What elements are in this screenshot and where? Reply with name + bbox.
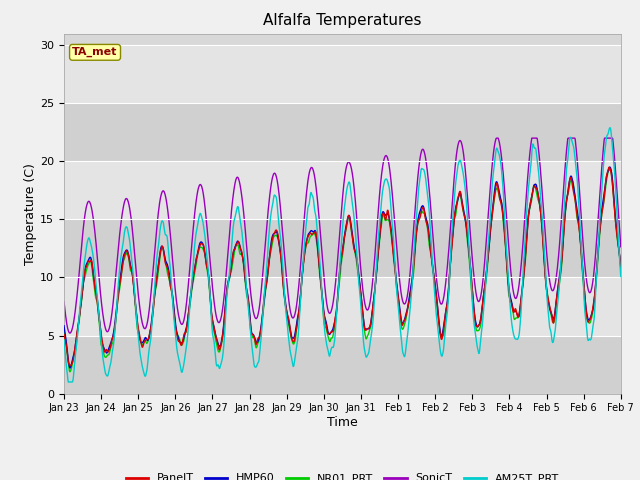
Legend: PanelT, HMP60, NR01_PRT, SonicT, AM25T_PRT: PanelT, HMP60, NR01_PRT, SonicT, AM25T_P…	[122, 469, 563, 480]
Bar	[64, 336, 621, 394]
Bar	[64, 161, 621, 219]
Bar	[64, 277, 621, 336]
Bar	[64, 219, 621, 277]
Bar	[64, 103, 621, 161]
X-axis label: Time: Time	[327, 416, 358, 429]
Y-axis label: Temperature (C): Temperature (C)	[24, 163, 37, 264]
Bar	[64, 45, 621, 103]
Title: Alfalfa Temperatures: Alfalfa Temperatures	[263, 13, 422, 28]
Text: TA_met: TA_met	[72, 47, 118, 58]
